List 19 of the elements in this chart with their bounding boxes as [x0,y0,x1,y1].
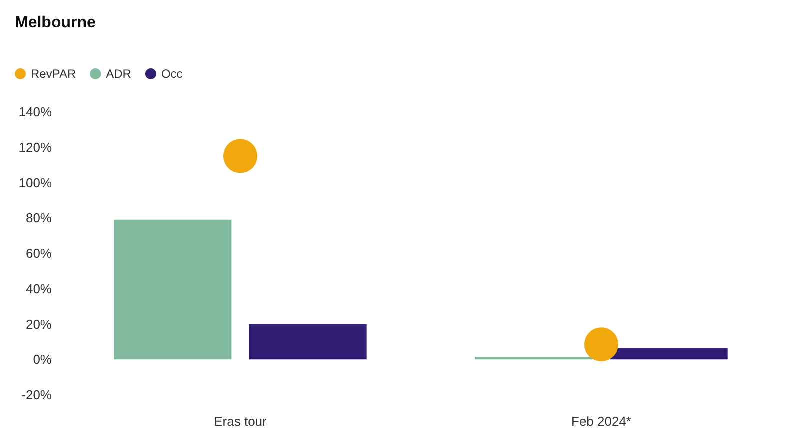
y-tick-label: 60% [26,246,52,261]
y-tick-label: 40% [26,281,52,296]
bar [610,348,728,360]
y-tick-label: 140% [18,104,52,120]
y-tick-label: 120% [18,140,52,155]
x-tick-label: Eras tour [214,414,268,429]
legend-label: Occ [161,67,183,81]
legend-label: RevPAR [31,67,76,81]
bar [475,356,593,360]
bar [114,220,232,360]
y-tick-label: 0% [33,352,52,368]
y-tick-label: 80% [26,210,52,226]
legend-label: ADR [106,67,132,81]
x-tick-label: Feb 2024* [572,414,632,429]
y-tick-label: 100% [18,175,52,190]
chart-title: Melbourne [15,14,96,32]
y-tick-label: 20% [26,316,52,332]
bar [249,324,367,360]
y-tick-label: -20% [22,388,52,402]
